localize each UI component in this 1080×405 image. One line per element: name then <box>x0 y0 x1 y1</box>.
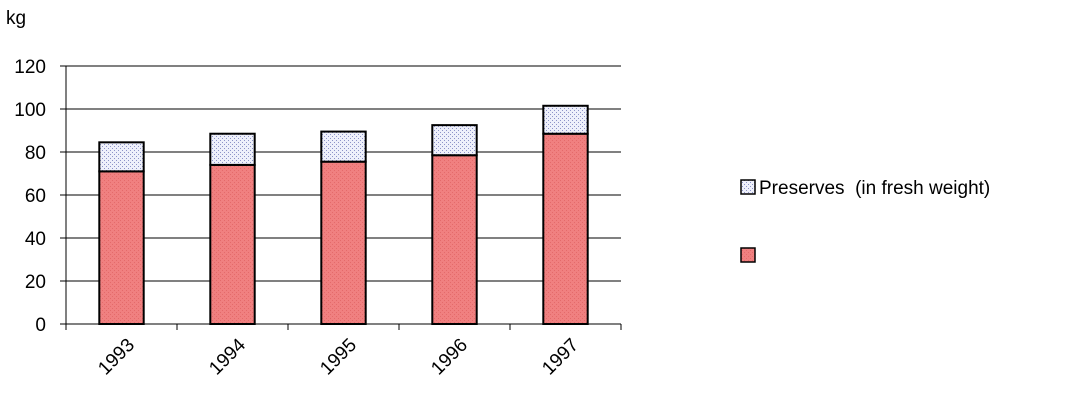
legend-swatch-series-1 <box>740 247 756 263</box>
y-tick-label: 100 <box>14 100 46 121</box>
y-tick-label: 80 <box>25 143 46 164</box>
x-axis-ticks: 1993 1994 1995 1996 1997 <box>65 324 622 380</box>
y-tick-label: 40 <box>25 229 46 250</box>
y-tick-label: 20 <box>25 272 46 293</box>
legend-label-preserves: Preserves (in fresh weight) <box>759 178 990 199</box>
bar-preserves <box>209 132 256 166</box>
bar-series-1 <box>98 170 145 325</box>
legend-swatch-preserves <box>740 179 756 195</box>
bar-preserves <box>542 104 589 135</box>
bar-series-1 <box>209 163 256 325</box>
y-tick-label: 60 <box>25 186 46 207</box>
y-tick-label: 0 <box>35 315 46 336</box>
x-tick-label: 1995 <box>316 335 361 380</box>
axes <box>65 66 621 325</box>
bar-series-1 <box>431 154 478 325</box>
bar-series-1 <box>320 160 367 325</box>
bar-preserves <box>320 130 367 163</box>
x-tick-label: 1996 <box>427 335 472 380</box>
y-axis-ticks: 0 20 40 60 80 100 120 <box>14 57 66 336</box>
y-tick-label: 120 <box>14 57 46 78</box>
bars <box>98 104 589 325</box>
x-tick-label: 1997 <box>538 335 583 380</box>
bar-preserves <box>431 124 478 157</box>
bar-series-1 <box>542 132 589 325</box>
x-tick-label: 1993 <box>94 335 139 380</box>
x-tick-label: 1994 <box>205 334 250 379</box>
y-axis-label: kg <box>6 8 26 29</box>
legend: Preserves (in fresh weight) <box>740 178 990 263</box>
bar-preserves <box>98 141 145 173</box>
